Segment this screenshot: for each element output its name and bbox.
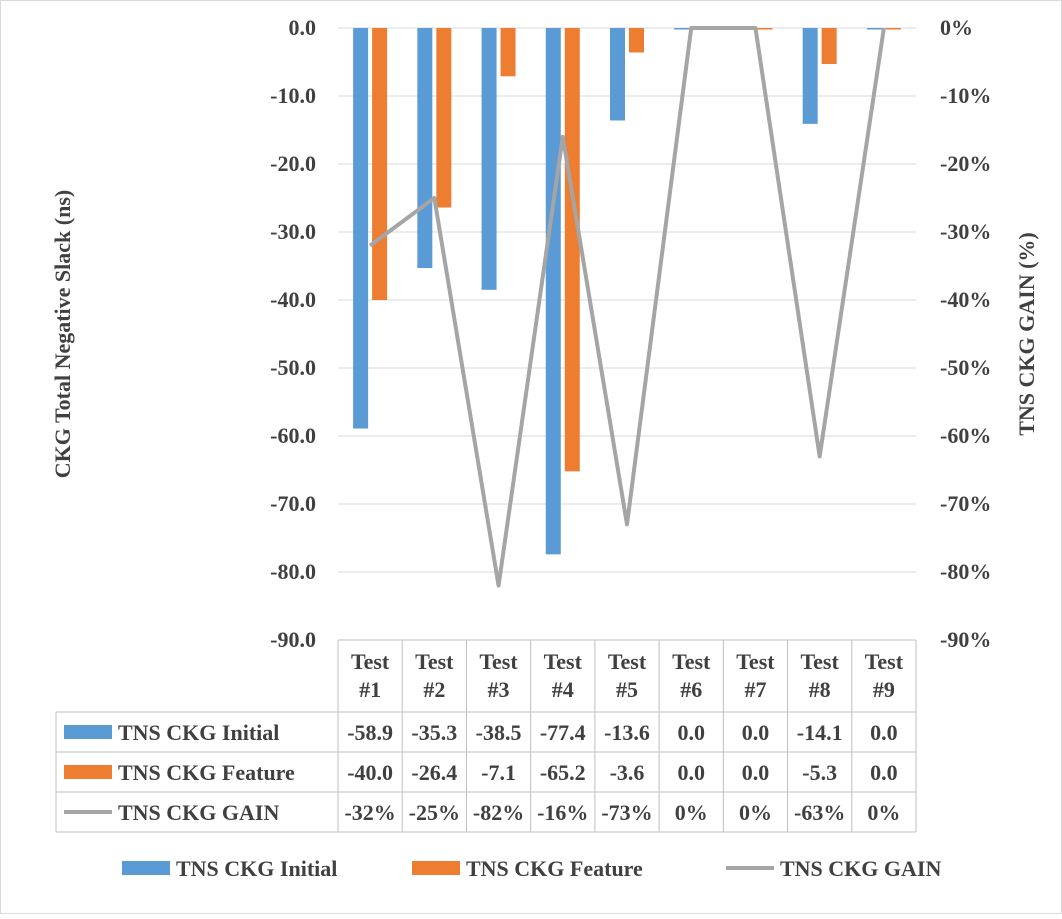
bar [501, 28, 516, 76]
bar [417, 28, 432, 268]
y2-tick-label: -10% [940, 83, 991, 108]
bar [546, 28, 561, 554]
y-tick-label: -20.0 [270, 151, 316, 176]
table-cell: -5.3 [802, 760, 837, 785]
y2-tick-label: -20% [940, 151, 991, 176]
y-tick-label: -30.0 [270, 219, 316, 244]
table-cell: 0% [867, 800, 900, 825]
table-cell: -58.9 [347, 720, 393, 745]
table-cell: -38.5 [476, 720, 522, 745]
table-cell: -14.1 [797, 720, 843, 745]
table-row-key [64, 725, 112, 739]
bar [886, 28, 901, 30]
bar [629, 28, 644, 52]
table-cell: -3.6 [610, 760, 645, 785]
table-row-label: TNS CKG GAIN [118, 800, 279, 825]
y-tick-label: -70.0 [270, 491, 316, 516]
table-cell: 0.0 [742, 760, 770, 785]
table-cell: -26.4 [411, 760, 457, 785]
y-tick-label: -50.0 [270, 355, 316, 380]
bar [610, 28, 625, 120]
y-tick-label: -10.0 [270, 83, 316, 108]
y-axis-label: CKG Total Negative Slack (ns) [50, 190, 75, 478]
y2-tick-label: -40% [940, 287, 991, 312]
legend-label: TNS CKG GAIN [780, 856, 941, 881]
y-tick-label: -90.0 [270, 627, 316, 652]
table-cell: 0.0 [870, 720, 898, 745]
bar [757, 28, 772, 30]
bar [482, 28, 497, 290]
table-cell: -82% [473, 800, 524, 825]
table-cell: -35.3 [411, 720, 457, 745]
table-row-label: TNS CKG Feature [118, 760, 295, 785]
y-tick-label: -80.0 [270, 559, 316, 584]
bar [822, 28, 837, 64]
table-cell: -73% [601, 800, 652, 825]
table-row-key [64, 765, 112, 779]
table-cell: -16% [537, 800, 588, 825]
table-cell: 0.0 [870, 760, 898, 785]
table-cell: 0.0 [742, 720, 770, 745]
table-cell: 0.0 [677, 720, 705, 745]
table-cell: -25% [409, 800, 460, 825]
bar [372, 28, 387, 300]
y2-tick-label: -80% [940, 559, 991, 584]
table-cell: -40.0 [347, 760, 393, 785]
bar [867, 28, 882, 30]
y-tick-label: 0.0 [289, 15, 317, 40]
table-cell: 0% [739, 800, 772, 825]
table-cell: -13.6 [604, 720, 650, 745]
table-cell: 0.0 [677, 760, 705, 785]
y2-tick-label: -60% [940, 423, 991, 448]
table-cell: 0% [675, 800, 708, 825]
table-cell: -77.4 [540, 720, 586, 745]
legend-key [412, 861, 460, 875]
y2-tick-label: -50% [940, 355, 991, 380]
table-cell: -65.2 [540, 760, 586, 785]
y-tick-label: -40.0 [270, 287, 316, 312]
y2-tick-label: -70% [940, 491, 991, 516]
bar [565, 28, 580, 471]
legend-label: TNS CKG Feature [466, 856, 643, 881]
legend-label: TNS CKG Initial [176, 856, 337, 881]
y2-axis-label: TNS CKG GAIN (%) [1014, 232, 1039, 436]
table-cell: -63% [794, 800, 845, 825]
y2-tick-label: 0% [940, 15, 973, 40]
legend-key [122, 861, 170, 875]
y2-tick-label: -90% [940, 627, 991, 652]
bar [353, 28, 368, 429]
table-row-label: TNS CKG Initial [118, 720, 279, 745]
y2-tick-label: -30% [940, 219, 991, 244]
y-tick-label: -60.0 [270, 423, 316, 448]
bar [674, 28, 689, 30]
bar [436, 28, 451, 208]
legend: TNS CKG Initial TNS CKG Feature TNS CKG GA… [122, 856, 941, 881]
bar [803, 28, 818, 124]
table-cell: -32% [344, 800, 395, 825]
table-cell: -7.1 [481, 760, 516, 785]
